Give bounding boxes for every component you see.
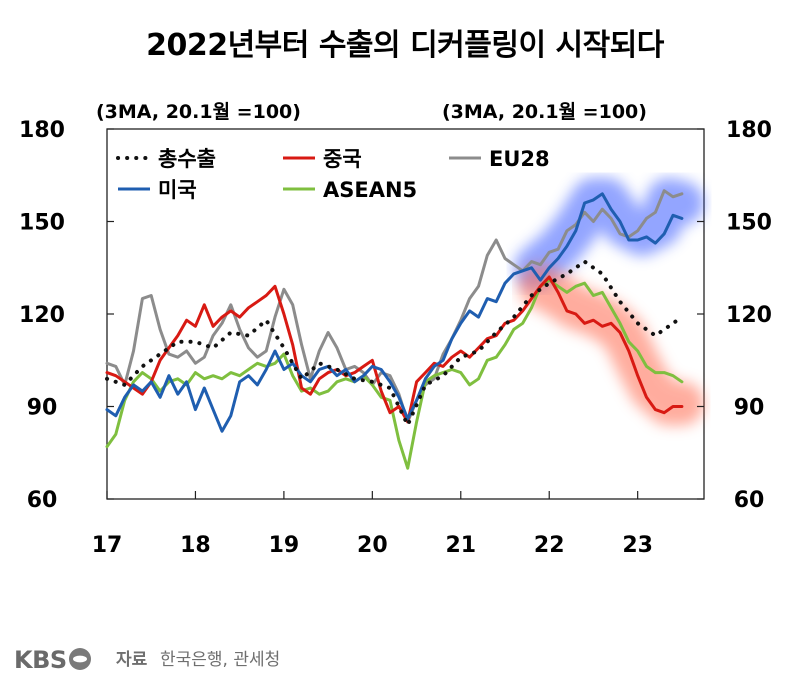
series-line-ASEAN5 xyxy=(105,278,684,470)
chart-title: 2022년부터 수출의 디커플링이 시작되다 xyxy=(146,28,665,63)
y-tick-label-left: 180 xyxy=(19,118,65,143)
x-tick-label: 21 xyxy=(445,533,476,558)
left-axis-unit: (3MA, 20.1월 =100) xyxy=(96,101,301,123)
series-lines xyxy=(105,189,684,470)
y-tick-label-right: 120 xyxy=(726,303,772,328)
y-tick-label-right: 90 xyxy=(734,396,765,421)
y-tick-label-left: 150 xyxy=(19,211,65,236)
y-tick-label-right: 150 xyxy=(726,211,772,236)
source-label: 자료 xyxy=(116,650,148,670)
legend-label-미국: 미국 xyxy=(158,178,197,202)
x-tick-label: 20 xyxy=(357,533,388,558)
source-text: 한국은행, 관세청 xyxy=(160,650,280,670)
legend-label-중국: 중국 xyxy=(323,147,362,171)
x-tick-label: 23 xyxy=(622,533,653,558)
footer: KBS 자료 한국은행, 관세청 xyxy=(14,646,280,674)
series-line-미국 xyxy=(105,192,684,433)
kbs-logo: KBS xyxy=(14,646,67,674)
y-tick-label-right: 180 xyxy=(726,118,772,143)
series-line-총수출 xyxy=(105,259,684,427)
axes: 60 60 90 90 120 120 150 150 180 180 17 18 19 20 21 22 23 xyxy=(19,118,772,558)
series-line-EU28 xyxy=(105,189,684,424)
legend: 총수출 중국 EU28 미국 ASEAN5 xyxy=(116,147,550,202)
y-tick-label-left: 120 xyxy=(19,303,65,328)
y-tick-label-left: 60 xyxy=(27,488,58,513)
x-tick-label: 22 xyxy=(534,533,565,558)
right-axis-unit: (3MA, 20.1월 =100) xyxy=(442,101,647,123)
kbs-logo-icon xyxy=(69,648,91,670)
x-tick-label: 19 xyxy=(269,533,300,558)
series-line-중국 xyxy=(105,275,684,424)
legend-label-ASEAN5: ASEAN5 xyxy=(323,178,417,202)
legend-label-총수출: 총수출 xyxy=(158,147,216,171)
legend-label-EU28: EU28 xyxy=(489,147,550,171)
x-tick-label: 17 xyxy=(92,533,123,558)
highlight-band-0 xyxy=(514,177,704,290)
y-tick-label-right: 60 xyxy=(734,488,765,513)
x-tick-label: 18 xyxy=(180,533,211,558)
highlight-band-1 xyxy=(518,264,704,426)
y-tick-label-left: 90 xyxy=(27,396,58,421)
